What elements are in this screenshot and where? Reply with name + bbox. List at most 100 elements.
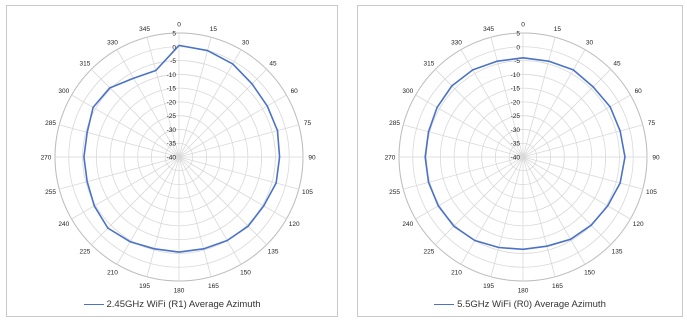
spoke-45 (522, 69, 611, 158)
spoke-195 (146, 156, 180, 277)
spoke-15 (178, 37, 212, 158)
spoke-285 (403, 124, 524, 158)
spoke-30 (522, 49, 586, 158)
spoke-120 (522, 156, 631, 220)
angle-label-345: 345 (139, 26, 150, 33)
radial-tick-label-6: -25 (511, 113, 521, 120)
chart-panel-right: 0 15 30 45 60 75 90 105 120 135 150 165 180 195 210 225… (357, 5, 683, 317)
angle-label-225: 225 (424, 249, 435, 256)
spoke-225 (91, 156, 180, 245)
spoke-60 (522, 94, 631, 158)
angle-label-135: 135 (268, 249, 279, 256)
series-line-1-0 (424, 57, 626, 251)
spoke-45 (178, 69, 267, 158)
radial-tick-label-6: -25 (167, 113, 177, 120)
angle-label-300: 300 (58, 88, 69, 95)
angle-label-105: 105 (646, 189, 657, 196)
spoke-330 (460, 49, 524, 158)
angle-label-240: 240 (402, 221, 413, 228)
angle-label-225: 225 (80, 249, 91, 256)
angle-label-45: 45 (269, 60, 277, 67)
angle-label-30: 30 (586, 39, 594, 46)
spoke-300 (415, 94, 524, 158)
angle-label-135: 135 (612, 249, 623, 256)
spoke-240 (71, 156, 180, 220)
radial-tick-label-1: 0 (172, 44, 176, 51)
angle-label-210: 210 (451, 270, 462, 277)
angle-label-15: 15 (554, 26, 562, 33)
legend-right: 5.5GHz WiFi (R0) Average Azimuth (358, 299, 682, 310)
spoke-300 (71, 94, 180, 158)
angle-label-270: 270 (41, 155, 52, 162)
radial-tick-label-0: 5 (516, 31, 520, 38)
chart-panel-left: 0 15 30 45 60 75 90 105 120 135 150 165 180 195 210 225… (6, 5, 338, 317)
angle-label-300: 300 (402, 88, 413, 95)
spoke-345 (146, 37, 180, 158)
legend-label-right: 5.5GHz WiFi (R0) Average Azimuth (457, 299, 606, 310)
series-line-0-0 (83, 44, 281, 253)
angle-label-180: 180 (518, 288, 529, 295)
spoke-225 (435, 156, 524, 245)
spoke-315 (91, 69, 180, 158)
angle-label-165: 165 (208, 283, 219, 290)
angle-label-315: 315 (424, 60, 435, 67)
spoke-60 (178, 94, 287, 158)
spoke-150 (522, 156, 586, 265)
polar-chart-left: 0 15 30 45 60 75 90 105 120 135 150 165 180 195 210 225… (41, 22, 316, 295)
spoke-315 (435, 69, 524, 158)
angle-label-75: 75 (304, 120, 312, 127)
angle-label-90: 90 (308, 155, 316, 162)
legend-swatch-right (434, 303, 455, 305)
angle-label-270: 270 (385, 155, 396, 162)
spoke-165 (178, 156, 212, 277)
angle-label-345: 345 (483, 26, 494, 33)
spoke-210 (460, 156, 524, 265)
angle-label-105: 105 (302, 189, 313, 196)
spoke-345 (490, 37, 524, 158)
radial-tick-label-0: 5 (172, 31, 176, 38)
angle-label-240: 240 (58, 221, 69, 228)
radial-tick-label-7: -30 (511, 127, 521, 134)
angle-label-120: 120 (289, 221, 300, 228)
spoke-135 (178, 156, 267, 245)
spoke-105 (522, 156, 643, 190)
spoke-240 (415, 156, 524, 220)
polar-chart-right: 0 15 30 45 60 75 90 105 120 135 150 165 180 195 210 225… (385, 22, 660, 295)
angle-label-0: 0 (177, 22, 181, 29)
spoke-165 (522, 156, 556, 277)
angle-label-165: 165 (552, 283, 563, 290)
spoke-135 (522, 156, 611, 245)
spoke-255 (59, 156, 180, 190)
angle-label-90: 90 (652, 155, 660, 162)
angle-label-75: 75 (648, 120, 656, 127)
legend-left: 2.45GHz WiFi (R1) Average Azimuth (7, 299, 337, 310)
radial-tick-label-9: -40 (511, 155, 521, 162)
angle-label-330: 330 (451, 39, 462, 46)
radial-tick-label-1: 0 (516, 44, 520, 51)
angle-label-30: 30 (242, 39, 250, 46)
angle-label-60: 60 (635, 88, 643, 95)
angle-label-195: 195 (483, 283, 494, 290)
spoke-105 (178, 156, 299, 190)
spoke-75 (178, 124, 299, 158)
angle-label-315: 315 (80, 60, 91, 67)
radial-tick-label-9: -40 (167, 155, 177, 162)
radial-tick-label-3: -10 (511, 72, 521, 79)
radial-tick-label-8: -35 (511, 141, 521, 148)
angle-label-0: 0 (521, 22, 525, 29)
spoke-150 (178, 156, 242, 265)
spoke-120 (178, 156, 287, 220)
spoke-330 (116, 49, 180, 158)
radial-tick-label-5: -20 (511, 99, 521, 106)
angle-label-60: 60 (291, 88, 299, 95)
angle-label-210: 210 (107, 270, 118, 277)
angle-label-15: 15 (210, 26, 218, 33)
angle-label-45: 45 (613, 60, 621, 67)
spoke-30 (178, 49, 242, 158)
angle-label-255: 255 (389, 189, 400, 196)
radial-tick-label-2: -5 (514, 58, 520, 65)
angle-label-255: 255 (45, 189, 56, 196)
angle-label-150: 150 (584, 270, 595, 277)
radial-tick-label-2: -5 (170, 58, 176, 65)
angle-label-285: 285 (45, 120, 56, 127)
